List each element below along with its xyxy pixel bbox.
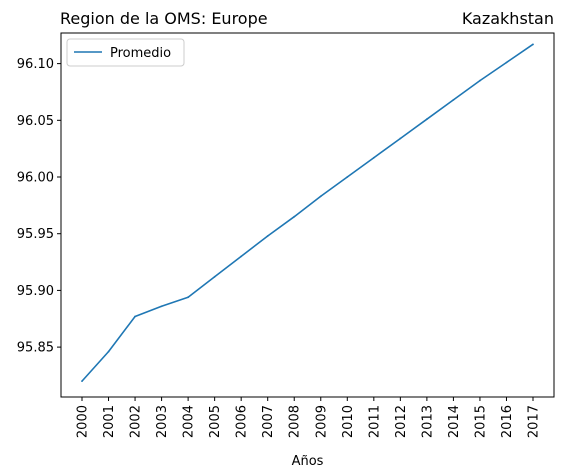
- x-tick-label: 2006: [235, 405, 250, 438]
- y-tick-label: 95.95: [17, 227, 54, 242]
- data-point: [505, 61, 508, 64]
- x-tick-label: 2009: [314, 405, 329, 438]
- data-point: [240, 255, 243, 258]
- data-point: [81, 380, 83, 383]
- data-point: [160, 305, 163, 308]
- data-point: [266, 235, 269, 237]
- plot-frame: [60, 32, 555, 398]
- data-point: [479, 79, 481, 82]
- x-tick-label: 2005: [208, 405, 223, 438]
- data-point: [399, 137, 402, 140]
- y-tick-label: 96.05: [17, 114, 54, 129]
- data-point: [346, 176, 349, 178]
- x-tick-label: 2000: [76, 405, 91, 438]
- x-tick-label: 2008: [288, 405, 303, 438]
- y-tick-label: 95.90: [17, 284, 54, 299]
- x-tick-label: 2014: [447, 405, 462, 438]
- y-tick-label: 96.10: [17, 57, 54, 72]
- data-point: [213, 275, 216, 278]
- data-point: [372, 156, 375, 159]
- plot-area: 2000 2001 2002 2003 2004 2005 2006 2007 2008 2009…: [17, 43, 542, 438]
- x-tick-label: 2003: [155, 405, 170, 438]
- data-point: [107, 350, 110, 353]
- x-tick-label: 2017: [527, 405, 542, 438]
- x-tick-label: 2002: [129, 405, 144, 438]
- x-tick-label: 2016: [500, 405, 515, 438]
- data-point: [319, 195, 322, 198]
- x-tick-label: 2007: [261, 405, 276, 438]
- legend-label-promedio: Promedio: [110, 46, 171, 61]
- data-point: [532, 43, 534, 46]
- x-tick-label: 2011: [367, 405, 382, 438]
- x-tick-label: 2001: [102, 405, 117, 438]
- chart-title-left: Region de la OMS: Europe: [60, 9, 268, 28]
- x-tick-label: 2015: [473, 405, 488, 438]
- data-point: [187, 296, 190, 299]
- chart-title-right: Kazakhstan: [462, 9, 554, 28]
- data-point: [293, 215, 296, 218]
- y-tick-label: 96.00: [17, 171, 54, 186]
- x-axis-label: Años: [292, 454, 324, 469]
- series-line-promedio: [81, 43, 534, 382]
- x-tick-label: 2010: [341, 405, 356, 438]
- data-point: [425, 118, 428, 121]
- legend: Promedio: [66, 38, 185, 67]
- x-tick-label: 2004: [182, 405, 197, 438]
- legend-box: [66, 38, 185, 67]
- x-tick-label: 2012: [394, 405, 409, 438]
- x-tick-label: 2013: [420, 405, 435, 438]
- y-tick-label: 95.85: [17, 341, 54, 356]
- data-point: [452, 99, 455, 101]
- data-point: [134, 315, 136, 318]
